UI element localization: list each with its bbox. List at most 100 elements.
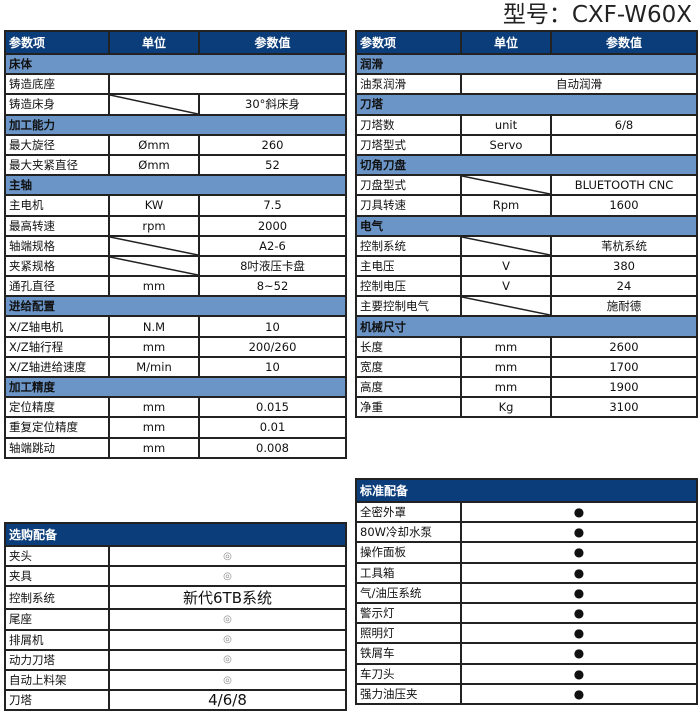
spec-unit: V	[460, 275, 552, 298]
section-row: 床体	[4, 52, 347, 76]
optional-mark-icon: ◎	[107, 648, 348, 671]
spec-unit: Rpm	[460, 194, 552, 217]
included-dot-icon: ●	[459, 561, 699, 584]
spec-name: 控制电压	[355, 275, 462, 298]
equipment-name: 全密外罩	[355, 500, 462, 524]
equipment-name: 尾座	[4, 608, 110, 631]
spec-unit: Servo	[460, 133, 552, 156]
header-row: 选购配备	[3, 522, 348, 547]
spec-row: 铸造床身 30°斜床身	[4, 93, 347, 116]
column-header-item: 参数项	[4, 30, 110, 55]
spec-value: 52	[198, 153, 347, 177]
spec-name: 重复定位精度	[4, 416, 110, 439]
spec-name: 最大旋径	[4, 133, 110, 156]
equipment-name: 铁屑车	[355, 642, 462, 665]
equipment-name: 警示灯	[355, 601, 462, 625]
equipment-name: 夹头	[4, 544, 110, 568]
equipment-row: 动力刀塔 ◎	[4, 648, 348, 671]
spec-name: 主电压	[355, 254, 462, 278]
spec-value: 380	[550, 254, 698, 278]
spec-row: X/Z轴进给速度 M/min 10	[4, 355, 347, 379]
spec-row: 最大夹紧直径 Ømm 52	[4, 153, 347, 177]
spec-name: X/Z轴电机	[4, 315, 110, 338]
spec-row: 最大旋径 Ømm 260	[4, 133, 347, 156]
equipment-row: 强力油压夹 ●	[355, 682, 699, 705]
spec-row: 主电压 V 380	[355, 254, 698, 278]
optional-mark-icon: ◎	[107, 628, 348, 651]
spec-value: 施耐德	[550, 295, 698, 318]
equipment-name: 控制系统	[4, 585, 110, 611]
spec-value: 苇杭系统	[550, 234, 698, 257]
optional-mark-icon: ◎	[107, 668, 348, 692]
spec-value: BLUETOOTH CNC	[550, 174, 698, 197]
section-row: 切角刀盘	[355, 153, 698, 177]
spec-value: 260	[198, 133, 347, 156]
section-row: 润滑	[355, 52, 698, 76]
equipment-row: 夹具 ◎	[4, 565, 348, 588]
equipment-row: 尾座 ◎	[4, 608, 348, 631]
optional-equipment-table: 选购配备 夹头 ◎ 夹具 ◎ 控制系统 新代6TB系统 尾座 ◎ 排屑机 ◎ 动力刀塔 ◎ 自动上料架 ◎ 刀…	[3, 522, 348, 712]
spec-name: 夹紧规格	[4, 254, 110, 278]
spec-row: 刀盘型式 BLUETOOTH CNC	[355, 174, 698, 197]
equipment-row: 控制系统 新代6TB系统	[4, 585, 348, 611]
equipment-name: 自动上料架	[4, 668, 110, 692]
spec-name: 定位精度	[4, 396, 110, 419]
equipment-row: 照明灯 ●	[355, 622, 699, 645]
spec-unit: mm	[460, 335, 552, 358]
spec-value: 0.008	[198, 436, 347, 459]
equipment-name: 操作面板	[355, 541, 462, 564]
section-title: 床体	[4, 52, 347, 76]
spec-row: 油泵润滑 自动润滑	[355, 73, 698, 96]
spec-row: 刀具转速 Rpm 1600	[355, 194, 698, 217]
spec-value	[108, 73, 347, 96]
spec-row: 长度 mm 2600	[355, 335, 698, 358]
column-header-value: 参数值	[550, 30, 698, 55]
spec-value: 30°斜床身	[198, 93, 347, 116]
spec-name: 铸造底座	[4, 73, 110, 96]
equipment-value: 新代6TB系统	[107, 585, 348, 611]
spec-row: 通孔直径 mm 8~52	[4, 275, 347, 298]
slash-cell	[460, 295, 552, 318]
spec-value: 1900	[550, 375, 698, 399]
spec-name: 净重	[355, 396, 462, 419]
spec-unit: mm	[460, 355, 552, 379]
section-title: 主轴	[4, 174, 347, 197]
spec-unit: mm	[108, 335, 200, 358]
section-row: 主轴	[4, 174, 347, 197]
included-dot-icon: ●	[459, 500, 699, 524]
spec-unit: mm	[108, 275, 200, 298]
spec-name: 通孔直径	[4, 275, 110, 298]
column-header-value: 参数值	[198, 30, 347, 55]
section-title: 电气	[355, 214, 698, 237]
spec-row: 控制电压 V 24	[355, 275, 698, 298]
equipment-row: 操作面板 ●	[355, 541, 699, 564]
equipment-row: 80W冷却水泵 ●	[355, 521, 699, 544]
equipment-name: 照明灯	[355, 622, 462, 645]
spec-table-left: 参数项 单位 参数值 床体 铸造底座 铸造床身 30°斜床身 加工能力 最大旋径 Ømm 260 最大…	[4, 30, 347, 459]
spec-value: 24	[550, 275, 698, 298]
spec-value: 10	[198, 355, 347, 379]
spec-row: 轴端跳动 mm 0.008	[4, 436, 347, 459]
spec-row: 宽度 mm 1700	[355, 355, 698, 379]
spec-row: 最高转速 rpm 2000	[4, 214, 347, 237]
spec-row: 主要控制电气 施耐德	[355, 295, 698, 318]
slash-cell	[460, 234, 552, 257]
spec-value: 200/260	[198, 335, 347, 358]
included-dot-icon: ●	[459, 541, 699, 564]
section-row: 加工能力	[4, 113, 347, 136]
spec-name: 轴端跳动	[4, 436, 110, 459]
spec-unit: KW	[108, 194, 200, 217]
included-dot-icon: ●	[459, 622, 699, 645]
header-row: 标准配备	[354, 478, 699, 503]
spec-value: 7.5	[198, 194, 347, 217]
section-row: 机械尺寸	[355, 315, 698, 338]
included-dot-icon: ●	[459, 601, 699, 625]
spec-name: 刀塔型式	[355, 133, 462, 156]
spec-name: 长度	[355, 335, 462, 358]
equipment-row: 车刀头 ●	[355, 662, 699, 685]
spec-unit: mm	[108, 396, 200, 419]
spec-name: 刀具转速	[355, 194, 462, 217]
equipment-row: 工具箱 ●	[355, 561, 699, 584]
section-title: 加工能力	[4, 113, 347, 136]
equipment-title: 选购配备	[3, 522, 348, 547]
